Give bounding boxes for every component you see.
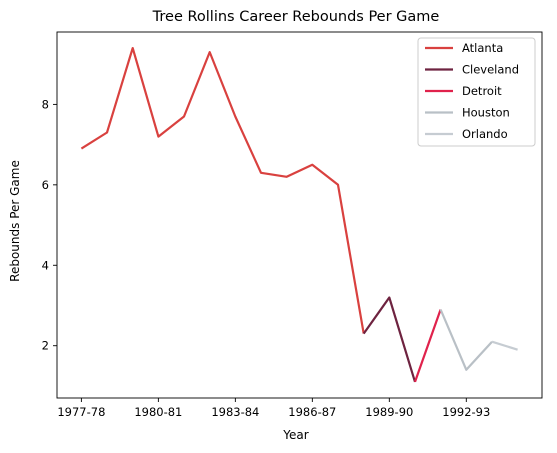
series-line-atlanta [80, 47, 365, 334]
legend-label: Cleveland [462, 63, 519, 77]
x-tick-label: 1989-90 [365, 405, 413, 419]
x-tick-label: 1980-81 [134, 405, 182, 419]
series-line-cleveland [362, 296, 417, 383]
legend-label: Houston [462, 106, 510, 120]
y-tick-label: 4 [42, 258, 49, 272]
plot-frame [56, 31, 543, 399]
x-tick-label: 1986-87 [288, 405, 336, 419]
series-line-detroit [413, 309, 442, 383]
y-axis-label: Rebounds Per Game [8, 160, 22, 282]
legend-box [417, 37, 536, 147]
x-tick-label: 1992-93 [442, 405, 490, 419]
y-axis: 2 4 6 8 [42, 97, 57, 353]
legend-label: Orlando [462, 127, 508, 141]
x-tick-label: 1983-84 [211, 405, 259, 419]
x-tick-label: 1977-78 [57, 405, 105, 419]
y-tick-label: 6 [42, 178, 49, 192]
legend-label: Atlanta [462, 41, 503, 55]
series-line-houston [439, 309, 493, 371]
legend-label: Detroit [462, 84, 502, 98]
chart-title: Tree Rollins Career Rebounds Per Game [152, 9, 440, 25]
x-axis-label: Year [282, 428, 308, 442]
y-tick-label: 8 [42, 97, 49, 111]
series-line-orlando [491, 340, 518, 351]
y-tick-label: 2 [42, 339, 49, 353]
plot-lines [80, 47, 518, 383]
x-axis: 1977-78 1980-81 1983-84 1986-87 1989-90 1992-… [57, 398, 490, 419]
legend: Atlanta Cleveland Detroit Houston Orlando [417, 37, 536, 147]
